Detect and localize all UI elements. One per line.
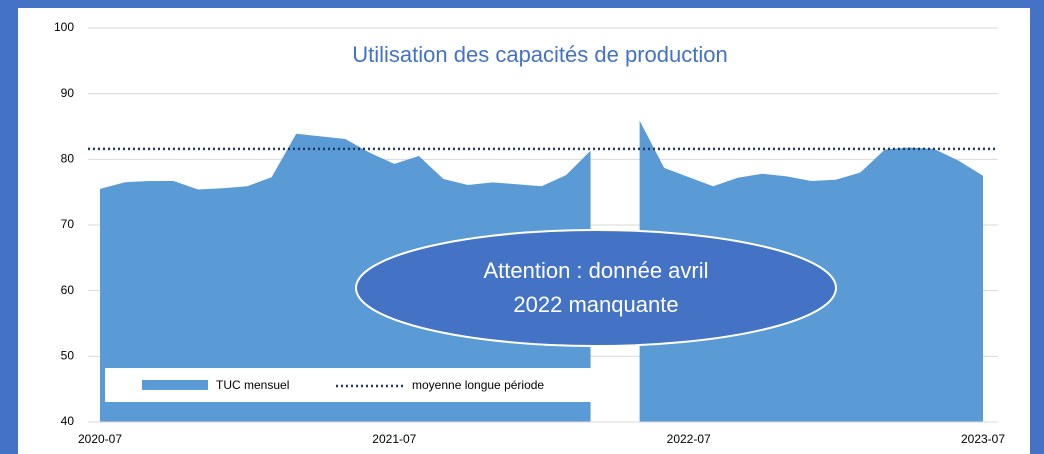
legend-swatch [142,380,208,390]
chart-title: Utilisation des capacités de production [352,42,727,67]
x-tick-label: 2021-07 [372,432,416,446]
y-tick-label: 60 [61,283,75,297]
x-tick-label: 2020-07 [78,432,122,446]
y-tick-label: 80 [61,152,75,166]
y-tick-label: 90 [61,86,75,100]
x-tick-label: 2023-07 [961,432,1005,446]
legend-label: moyenne longue période [412,378,544,392]
y-tick-label: 40 [61,414,75,428]
y-tick-label: 70 [61,217,75,231]
y-tick-label: 50 [61,349,75,363]
annotation-text: Attention : donnée avril 2022 manquante [483,258,709,317]
annotation-shape [355,229,837,347]
y-tick-label: 100 [54,20,74,34]
legend-label: TUC mensuel [216,378,289,392]
x-tick-label: 2022-07 [667,432,711,446]
